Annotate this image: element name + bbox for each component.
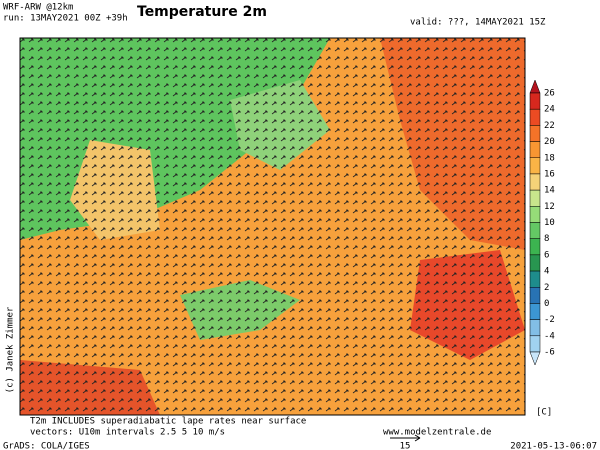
- colorbar-segment: [529, 141, 541, 158]
- colorbar-segment: [529, 157, 541, 175]
- colorbar-label: 22: [544, 121, 555, 131]
- colorbar-label: 4: [544, 267, 549, 277]
- timestamp: 2021-05-13-06:07: [510, 442, 597, 450]
- colorbar-bottom: [529, 351, 541, 366]
- colorbar-segment: [529, 254, 541, 272]
- model-label: WRF-ARW @12km: [3, 3, 73, 13]
- colorbar-label: -6: [544, 348, 555, 358]
- map: [19, 37, 526, 416]
- colorbar-top: [529, 79, 541, 94]
- colorbar-segment: [529, 287, 541, 304]
- colorbar-segment: [529, 238, 541, 256]
- ref-vector-label: 15: [400, 442, 411, 450]
- title: Temperature 2m: [137, 4, 267, 20]
- colorbar-label: 18: [544, 153, 555, 163]
- ref-arrow: [390, 434, 421, 442]
- footer-vectors: vectors: U10m intervals 2.5 5 10 m/s: [30, 428, 225, 438]
- colorbar-segment: [529, 319, 541, 337]
- colorbar-segment: [529, 189, 541, 207]
- colorbar-label: 14: [544, 186, 555, 196]
- colorbar-label: -2: [544, 315, 555, 325]
- colorbar-label: 12: [544, 202, 555, 212]
- colorbar-segment: [529, 92, 541, 110]
- colorbar-label: 6: [544, 250, 549, 260]
- site: www.modelzentrale.de: [383, 428, 491, 438]
- colorbar-segment: [529, 222, 541, 239]
- map-frame: [19, 37, 526, 416]
- valid-label: valid: ???, 14MAY2021 15Z: [410, 18, 546, 28]
- footer-note: T2m INCLUDES superadiabatic lape rates n…: [30, 417, 306, 427]
- colorbar-label: 0: [544, 299, 549, 309]
- colorbar-segment: [529, 270, 541, 288]
- credit: (c) Janek Zimmer: [6, 306, 16, 393]
- colorbar-segment: [529, 108, 541, 126]
- run-label: run: 13MAY2021 00Z +39h: [3, 14, 128, 24]
- colorbar-segment: [529, 125, 541, 142]
- colorbar-label: 26: [544, 89, 555, 99]
- colorbar-label: 2: [544, 283, 549, 293]
- colorbar-label: 24: [544, 105, 555, 115]
- grads-label: GrADS: COLA/IGES: [3, 442, 90, 450]
- colorbar-label: -4: [544, 331, 555, 341]
- wind-vectors: [20, 38, 525, 415]
- colorbar-segment: [529, 206, 541, 223]
- colorbar-segment: [529, 335, 541, 353]
- colorbar-segment: [529, 303, 541, 320]
- colorbar-segment: [529, 173, 541, 191]
- colorbar-label: 8: [544, 234, 549, 244]
- colorbar-label: 10: [544, 218, 555, 228]
- unit-label: [C]: [536, 408, 552, 418]
- colorbar-label: 16: [544, 169, 555, 179]
- colorbar-label: 20: [544, 137, 555, 147]
